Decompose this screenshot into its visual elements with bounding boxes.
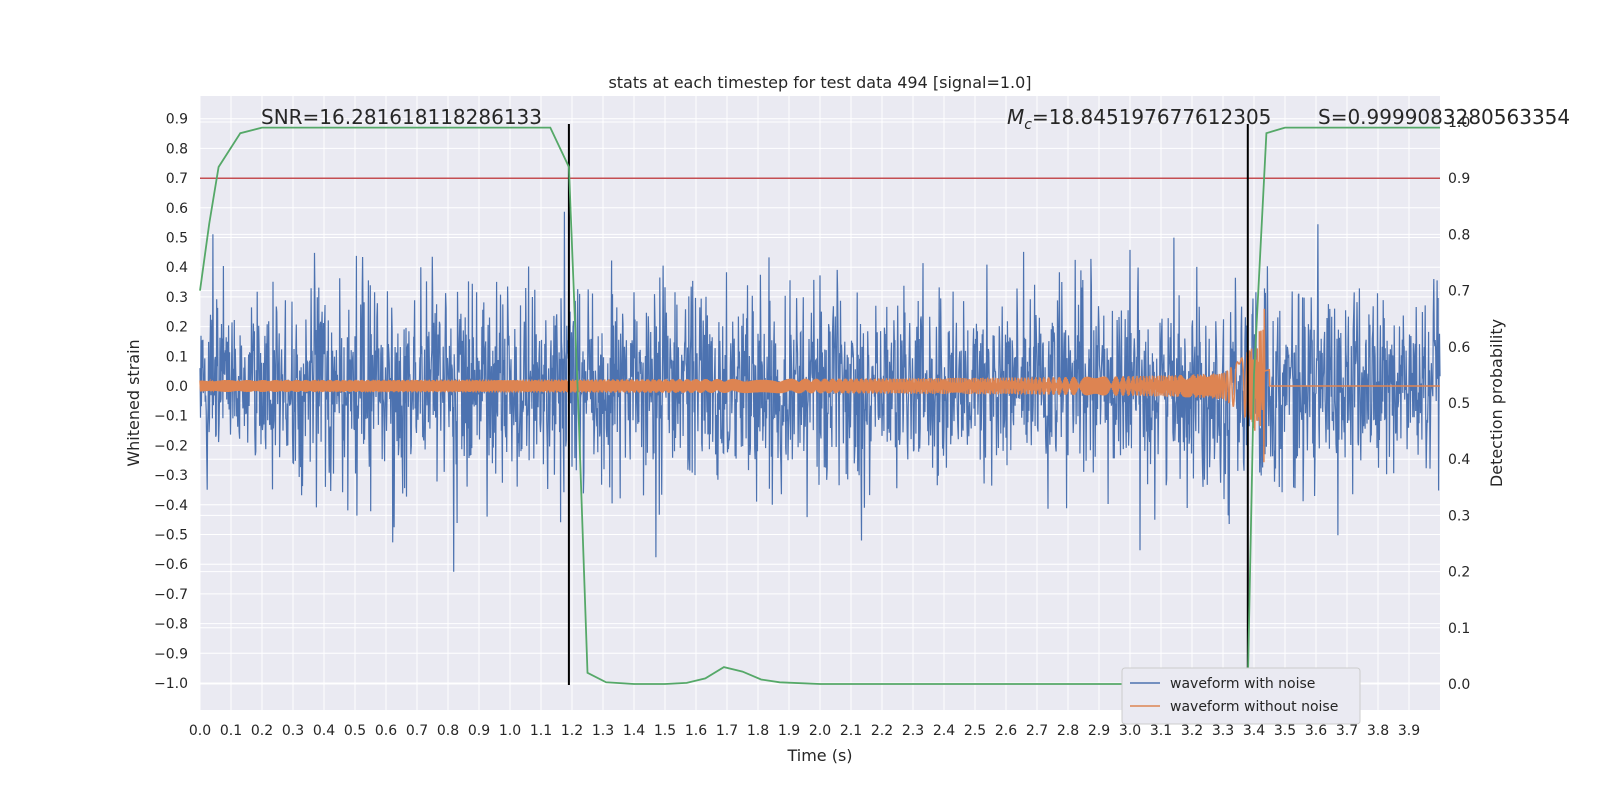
x-tick-label: 1.1 xyxy=(530,723,552,739)
x-tick-label: 0.5 xyxy=(344,723,366,739)
y-right-tick-label: 1.0 xyxy=(1448,115,1470,131)
x-tick-label: 3.0 xyxy=(1119,723,1141,739)
x-tick-label: 0.1 xyxy=(220,723,242,739)
x-tick-label: 1.9 xyxy=(778,723,800,739)
x-tick-labels: 0.0 0.1 0.2 0.3 0.4 0.5 0.6 0.7 0.8 0.9 1.0 1.1 1.2 1… xyxy=(189,723,1420,739)
x-tick-label: 3.9 xyxy=(1398,723,1420,739)
x-tick-label: 2.0 xyxy=(809,723,831,739)
x-tick-label: 1.7 xyxy=(716,723,738,739)
y-tick-label: 0.2 xyxy=(166,320,188,336)
x-tick-label: 0.2 xyxy=(251,723,273,739)
y-tick-label: −0.2 xyxy=(154,438,188,454)
y-axis-label: Whitened strain xyxy=(124,339,143,466)
x-tick-label: 1.3 xyxy=(592,723,614,739)
legend: waveform with noise waveform without noi… xyxy=(1121,667,1361,725)
overlay-lines xyxy=(200,124,1440,685)
noise-line xyxy=(199,211,1441,572)
snr-annotation: SNR=16.281618118286133 xyxy=(261,105,542,129)
y-tick-label: −0.9 xyxy=(154,646,188,662)
legend-label-clean: waveform without noise xyxy=(1170,699,1338,715)
y-tick-label: −0.4 xyxy=(154,498,188,514)
x-tick-label: 0.6 xyxy=(375,723,397,739)
y-tick-label: −0.6 xyxy=(154,557,188,573)
y-tick-label: 0.5 xyxy=(166,231,188,247)
y-tick-label: 0.9 xyxy=(166,112,188,128)
legend-label-noise: waveform with noise xyxy=(1170,676,1315,692)
x-tick-label: 2.4 xyxy=(933,723,955,739)
y-right-tick-labels: 1.0 0.9 0.8 0.7 0.6 0.5 0.4 0.3 0.2 0.1 0.0 xyxy=(1448,115,1470,693)
x-tick-label: 0.4 xyxy=(313,723,335,739)
x-tick-label: 3.5 xyxy=(1274,723,1296,739)
x-tick-label: 3.8 xyxy=(1367,723,1389,739)
x-tick-label: 3.2 xyxy=(1181,723,1203,739)
x-tick-label: 2.1 xyxy=(840,723,862,739)
series-waveform-without-noise xyxy=(199,308,1440,463)
x-tick-label: 2.7 xyxy=(1026,723,1048,739)
y-right-tick-label: 0.9 xyxy=(1448,171,1470,187)
series-waveform-with-noise xyxy=(199,211,1441,572)
x-axis-label: Time (s) xyxy=(786,746,852,765)
x-tick-label: 3.1 xyxy=(1150,723,1172,739)
y-right-axis-label: Detection probability xyxy=(1487,319,1506,487)
x-tick-label: 2.3 xyxy=(902,723,924,739)
y-tick-label: 0.8 xyxy=(166,141,188,157)
y-tick-label: 0.7 xyxy=(166,171,188,187)
mc-annotation: Mc=18.845197677612305 xyxy=(1007,105,1271,133)
x-tick-label: 1.5 xyxy=(654,723,676,739)
x-tick-label: 0.3 xyxy=(282,723,304,739)
x-tick-label: 1.6 xyxy=(685,723,707,739)
s-annotation: S=0.9999083280563354 xyxy=(1318,105,1570,129)
x-tick-label: 2.8 xyxy=(1057,723,1079,739)
x-tick-label: 2.9 xyxy=(1088,723,1110,739)
y-tick-label: 0.0 xyxy=(166,379,188,395)
y-tick-label: 0.6 xyxy=(166,201,188,217)
x-tick-label: 2.5 xyxy=(964,723,986,739)
chart-title: stats at each timestep for test data 494… xyxy=(608,73,1031,92)
y-right-tick-label: 0.3 xyxy=(1448,508,1470,524)
x-tick-label: 1.4 xyxy=(623,723,645,739)
y-right-tick-label: 0.6 xyxy=(1448,340,1470,356)
legend-box xyxy=(1121,667,1361,725)
y-tick-label: −1.0 xyxy=(154,676,188,692)
y-right-tick-label: 0.7 xyxy=(1448,284,1470,300)
y-right-tick-label: 0.8 xyxy=(1448,227,1470,243)
y-right-tick-label: 0.0 xyxy=(1448,677,1470,693)
x-tick-label: 2.6 xyxy=(995,723,1017,739)
mc-subscript: c xyxy=(1024,117,1032,133)
y-right-tick-label: 0.5 xyxy=(1448,396,1470,412)
x-tick-label: 0.8 xyxy=(437,723,459,739)
x-tick-label: 3.7 xyxy=(1336,723,1358,739)
x-tick-label: 0.0 xyxy=(189,723,211,739)
y-tick-label: 0.4 xyxy=(166,260,188,276)
y-right-tick-label: 0.2 xyxy=(1448,565,1470,581)
x-tick-label: 0.7 xyxy=(406,723,428,739)
x-tick-label: 3.3 xyxy=(1212,723,1234,739)
x-tick-label: 3.6 xyxy=(1305,723,1327,739)
y-tick-label: 0.3 xyxy=(166,290,188,306)
y-tick-label: −0.5 xyxy=(154,528,188,544)
y-tick-label: −0.7 xyxy=(154,587,188,603)
mc-symbol: M xyxy=(1007,105,1024,129)
x-tick-label: 3.4 xyxy=(1243,723,1265,739)
x-tick-label: 1.8 xyxy=(747,723,769,739)
y-tick-label: −0.1 xyxy=(154,409,188,425)
clean-line xyxy=(199,308,1440,463)
x-tick-label: 1.2 xyxy=(561,723,583,739)
y-tick-labels: 0.9 0.8 0.7 0.6 0.5 0.4 0.3 0.2 0.1 0.0 −0.1 −0.2 −0… xyxy=(154,112,188,692)
x-tick-label: 1.0 xyxy=(499,723,521,739)
y-tick-label: −0.8 xyxy=(154,617,188,633)
y-tick-label: 0.1 xyxy=(166,349,188,365)
mc-value: =18.845197677612305 xyxy=(1032,105,1271,129)
y-right-tick-label: 0.1 xyxy=(1448,621,1470,637)
y-right-tick-label: 0.4 xyxy=(1448,452,1470,468)
x-tick-label: 0.9 xyxy=(468,723,490,739)
y-tick-label: −0.3 xyxy=(154,468,188,484)
x-tick-label: 2.2 xyxy=(871,723,893,739)
